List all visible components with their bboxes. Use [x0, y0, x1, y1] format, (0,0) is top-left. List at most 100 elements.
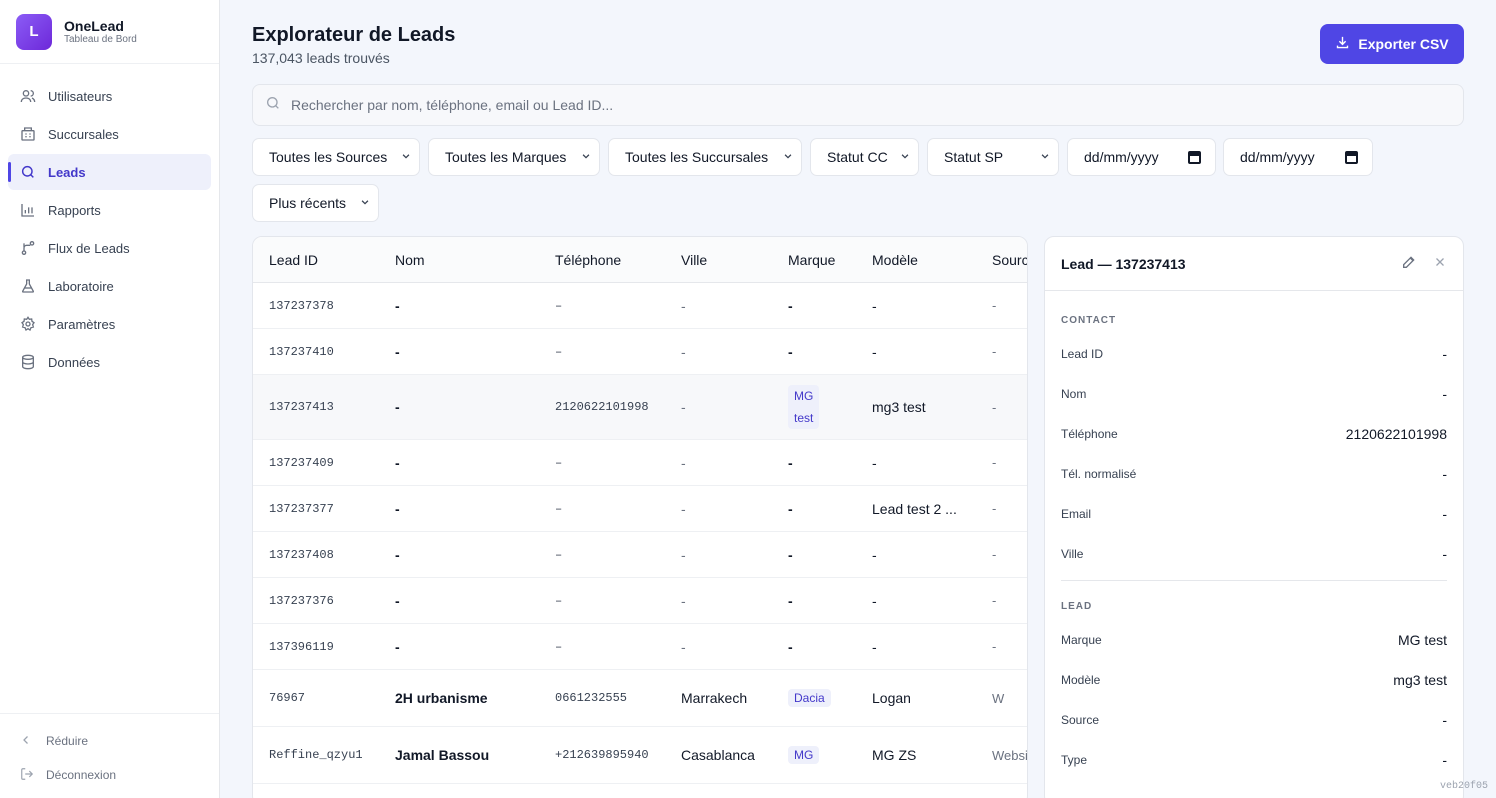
brand-filter[interactable]: Toutes les Marques	[428, 138, 600, 176]
chevron-down-icon	[401, 151, 411, 164]
collapse-button[interactable]: Réduire	[0, 724, 219, 758]
sidebar-item-label: Leads	[48, 164, 86, 180]
date-from-value: dd/mm/yyyy	[1084, 149, 1159, 165]
source-cell: -	[992, 639, 997, 654]
table-row[interactable]: Reffine_qzyu1 Jamal Bassou +212639895940 Ca…	[253, 727, 1027, 784]
sort-select[interactable]: Plus récents	[252, 184, 379, 222]
column-header-telephone[interactable]: Téléphone	[555, 251, 622, 268]
sidebar-footer: Réduire Déconnexion	[0, 713, 219, 798]
brand-badge: MG test	[788, 385, 820, 429]
detail-field-label: Nom	[1061, 387, 1087, 401]
search-icon	[20, 164, 36, 180]
name-cell: Jamal Bassou	[395, 747, 490, 763]
phone-cell: –	[555, 344, 563, 359]
sidebar-nav: Utilisateurs Succursales Leads Rapports …	[0, 64, 219, 380]
column-header-modele[interactable]: Modèle	[872, 251, 918, 268]
table-row[interactable]: 137396119 - – - - - -	[253, 624, 1027, 670]
table-row[interactable]: 137237413 - 2120622101998 - MG test mg3 test -	[253, 375, 1027, 440]
date-to-value: dd/mm/yyyy	[1240, 149, 1315, 165]
city-cell: -	[681, 638, 686, 655]
database-icon	[20, 354, 36, 370]
brand-cell: -	[788, 592, 793, 609]
model-cell: -	[872, 454, 877, 471]
table-row[interactable]: 76967 2H urbanisme 0661232555 Marrakech Daci…	[253, 670, 1027, 727]
gear-icon	[20, 316, 36, 332]
close-button[interactable]	[1433, 255, 1447, 272]
source-cell: -	[992, 547, 997, 562]
flask-icon	[20, 278, 36, 294]
sidebar-item-leads[interactable]: Leads	[8, 154, 211, 190]
source-cell: -	[992, 399, 997, 415]
workflow-icon	[20, 240, 36, 256]
lead-id-cell: 137237376	[269, 593, 334, 608]
detail-field: Marque MG test	[1045, 620, 1463, 660]
column-header-lead-id[interactable]: Lead ID	[269, 251, 319, 268]
table-row[interactable]: 137237410 - – - - - -	[253, 329, 1027, 375]
sidebar-item-flux-de-leads[interactable]: Flux de Leads	[8, 230, 211, 266]
date-from-input[interactable]: dd/mm/yyyy	[1067, 138, 1216, 176]
brand-cell: -	[788, 546, 793, 563]
detail-field: Modèle mg3 test	[1045, 660, 1463, 700]
sidebar-item-laboratoire[interactable]: Laboratoire	[8, 268, 211, 304]
source-filter-value: Toutes les Sources	[269, 149, 388, 165]
detail-field: Téléphone 2120622101998	[1045, 414, 1463, 454]
logout-icon	[20, 767, 34, 784]
chevron-down-icon	[783, 151, 793, 164]
detail-field-label: Téléphone	[1061, 427, 1118, 441]
sidebar-item-rapports[interactable]: Rapports	[8, 192, 211, 228]
table-row[interactable]: 137237378 - – - - - -	[253, 283, 1027, 329]
table-row[interactable]: 137237377 - – - - Lead test 2 ... -	[253, 486, 1027, 532]
logout-label: Déconnexion	[46, 768, 117, 782]
panel-title: Lead — 137237413	[1061, 255, 1186, 272]
name-cell: -	[395, 500, 400, 517]
detail-field-label: Source	[1061, 713, 1100, 727]
chevron-down-icon	[581, 151, 591, 164]
sidebar-item-utilisateurs[interactable]: Utilisateurs	[8, 78, 211, 114]
column-header-nom[interactable]: Nom	[395, 251, 425, 268]
brand-badge-line: MG	[788, 385, 820, 407]
table-row[interactable]: 137237409 - – - - - -	[253, 440, 1027, 486]
logout-button[interactable]: Déconnexion	[0, 758, 219, 792]
brand-badge: Dacia	[788, 689, 831, 707]
sidebar-item-label: Laboratoire	[48, 278, 114, 294]
brand[interactable]: L OneLead Tableau de Bord	[0, 0, 219, 64]
table-row[interactable]: 137237408 - – - - - -	[253, 532, 1027, 578]
search-icon	[265, 95, 291, 116]
table-row[interactable]: 137237376 - – - - - -	[253, 578, 1027, 624]
brand-cell: -	[788, 297, 793, 314]
city-cell: -	[681, 343, 686, 360]
model-cell: -	[872, 343, 877, 360]
column-header-source[interactable]: Source	[992, 251, 1028, 268]
status-sp-filter[interactable]: Statut SP	[927, 138, 1059, 176]
sidebar-item-donnees[interactable]: Données	[8, 344, 211, 380]
export-csv-button[interactable]: Exporter CSV	[1320, 24, 1464, 64]
leads-table: Lead ID Nom Téléphone Ville Marque Modèl…	[252, 236, 1028, 798]
name-cell: -	[395, 546, 400, 563]
column-header-marque[interactable]: Marque	[788, 251, 836, 268]
status-sp-value: Statut SP	[944, 149, 1004, 165]
date-to-input[interactable]: dd/mm/yyyy	[1223, 138, 1373, 176]
name-cell: -	[395, 638, 400, 655]
source-filter[interactable]: Toutes les Sources	[252, 138, 420, 176]
divider	[1061, 580, 1447, 581]
detail-field-label: Lead ID	[1061, 347, 1104, 361]
search-input[interactable]	[291, 97, 1441, 113]
detail-field-label: Email	[1061, 507, 1092, 521]
edit-button[interactable]	[1401, 254, 1417, 273]
detail-field: Lead ID -	[1045, 334, 1463, 374]
detail-field-value: -	[1442, 386, 1447, 402]
city-cell: -	[681, 592, 686, 609]
column-header-ville[interactable]: Ville	[681, 251, 708, 268]
branch-filter[interactable]: Toutes les Succursales	[608, 138, 802, 176]
name-cell: 2H urbanisme	[395, 690, 488, 706]
status-cc-filter[interactable]: Statut CC	[810, 138, 919, 176]
name-cell: -	[395, 297, 400, 314]
sidebar-item-succursales[interactable]: Succursales	[8, 116, 211, 152]
sidebar-item-parametres[interactable]: Paramètres	[8, 306, 211, 342]
chevron-down-icon	[900, 151, 910, 164]
source-cell: -	[992, 298, 997, 313]
chevron-down-icon	[1040, 151, 1050, 164]
status-cc-value: Statut CC	[827, 149, 888, 165]
name-cell: -	[395, 343, 400, 360]
city-cell: -	[681, 500, 686, 517]
